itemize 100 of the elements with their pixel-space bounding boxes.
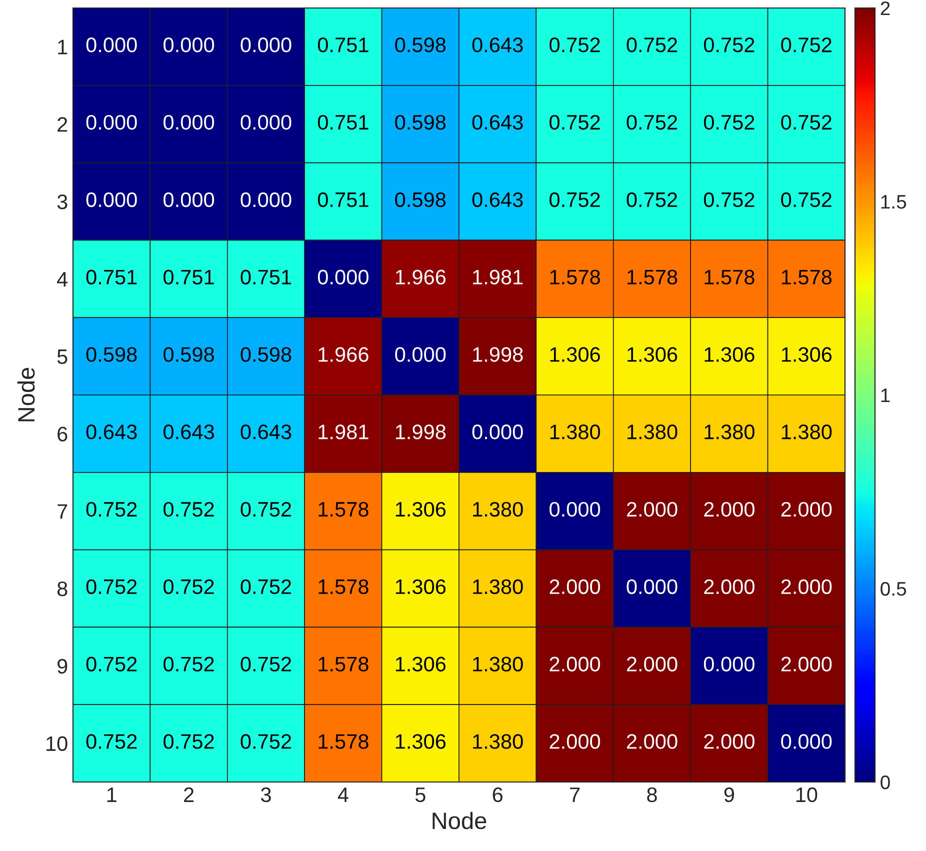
color-bar-label: 1.5 [881,195,906,209]
y-tick-label: 8 [57,582,68,596]
data-label: 0.643 [86,424,137,440]
data-label: 0.752 [781,114,832,130]
data-label: 2.000 [704,579,754,594]
data-label: 0.752 [164,656,214,672]
data-label: 2.000 [781,502,832,517]
data-label: 1.998 [473,347,523,362]
data-label: 1.380 [550,424,600,440]
data-label: 0.000 [550,502,600,517]
y-tick-label: 7 [58,504,68,519]
data-label: 0.752 [704,192,754,208]
data-label: 1.998 [396,424,446,440]
y-tick-label: 9 [58,658,68,674]
x-tick-label: 4 [338,788,348,802]
color-bar-label: 0.5 [880,582,906,596]
x-tick-label: 10 [796,787,818,802]
data-label: 2.000 [626,502,678,517]
data-label: 0.598 [395,192,446,208]
x-axis-title: Node [432,812,486,830]
data-label: 1.578 [318,502,368,517]
data-label: 1.578 [704,270,754,284]
data-label: 0.000 [86,38,137,52]
y-axis-title: Node [17,368,35,422]
data-label: 0.000 [626,579,678,594]
data-label: 1.981 [473,270,523,284]
data-label: 0.598 [164,347,214,362]
data-label: 0.752 [164,579,214,594]
data-label: 1.380 [628,424,678,440]
data-label: 2.000 [704,502,754,517]
data-label: 0.000 [164,114,214,130]
data-label: 2.000 [626,656,678,672]
data-label: 0.752 [86,579,137,594]
data-label: 0.643 [240,424,292,440]
data-label: 0.598 [395,38,446,52]
y-tick-label: 1 [58,40,68,54]
y-tick-label: 3 [57,194,68,210]
x-tick-label: 6 [492,787,502,802]
data-label: 0.752 [86,502,137,517]
data-label: 1.578 [628,270,678,284]
data-label: 2.000 [550,656,600,672]
data-label: 1.306 [396,502,446,517]
data-label: 0.598 [86,347,137,362]
color-bar-label: 1 [881,388,890,402]
data-label: 0.751 [240,270,292,284]
data-label: 1.306 [396,656,446,672]
data-label: 2.000 [550,734,600,749]
data-label: 1.578 [318,734,368,749]
data-label: 0.752 [240,502,292,517]
color-bar-label: 2 [880,1,890,16]
data-label: 0.751 [318,38,368,52]
y-tick-label: 2 [58,117,68,132]
data-label: 0.751 [318,114,368,130]
data-label: 0.000 [472,424,523,440]
data-label: 1.380 [782,424,832,440]
data-label: 0.000 [86,114,137,130]
data-label: 0.752 [626,192,678,208]
x-tick-label: 5 [415,788,426,802]
x-tick-label: 3 [261,787,271,802]
data-label: 2.000 [550,579,600,594]
data-label: 2.000 [781,656,832,672]
data-label: 0.643 [472,114,523,130]
data-label: 1.306 [550,347,600,362]
data-label: 1.306 [704,347,754,362]
data-label: 2.000 [626,734,678,749]
data-label: 1.578 [318,579,368,594]
data-label: 0.643 [472,192,523,208]
data-label: 0.752 [164,734,214,749]
data-label: 1.578 [550,270,600,284]
data-label: 0.752 [781,192,832,208]
data-label: 0.752 [240,656,292,672]
data-label: 0.000 [395,347,446,362]
data-label: 0.000 [240,38,292,52]
data-label: 2.000 [781,579,832,594]
data-label: 0.598 [240,347,292,362]
data-label: 0.000 [781,734,832,749]
data-label: 0.752 [626,38,678,52]
data-label: 0.752 [550,192,600,208]
data-label: 1.306 [396,579,446,594]
data-label: 1.380 [473,734,523,749]
data-label: 0.752 [781,38,832,52]
x-tick-label: 9 [724,787,734,802]
data-label: 0.752 [240,734,292,749]
data-label: 2.000 [704,734,754,749]
data-label: 0.598 [395,114,446,130]
data-label: 0.000 [240,114,292,130]
data-label: 1.306 [628,347,678,362]
data-label: 1.981 [318,424,368,440]
data-label: 1.306 [396,734,446,749]
data-label: 0.000 [240,192,292,208]
data-label: 0.643 [164,424,214,440]
data-label: 0.752 [164,502,214,517]
data-label: 0.000 [86,192,137,208]
data-label: 0.751 [86,270,137,284]
data-label: 0.000 [164,192,214,208]
data-label: 0.752 [240,579,292,594]
data-label: 1.578 [782,270,832,284]
y-tick-label: 10 [46,736,68,752]
data-label: 0.752 [86,734,137,749]
y-tick-label: 4 [57,272,68,286]
